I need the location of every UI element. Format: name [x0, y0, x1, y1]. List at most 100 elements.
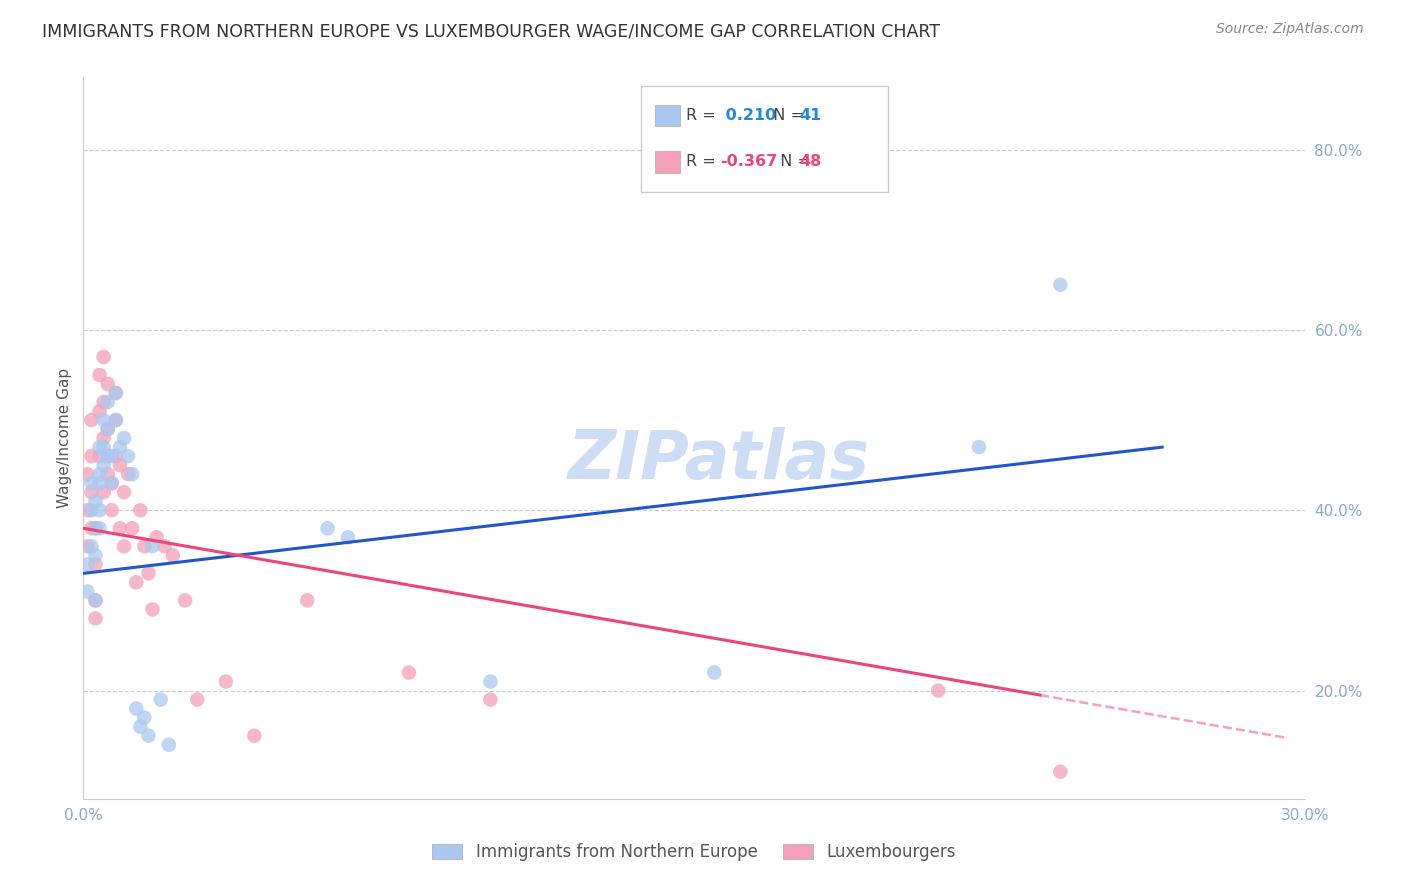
- Point: [174, 593, 197, 607]
- Text: R =: R =: [686, 108, 721, 123]
- Point: [104, 449, 127, 463]
- Text: 48: 48: [800, 154, 823, 169]
- Text: Source: ZipAtlas.com: Source: ZipAtlas.com: [1216, 22, 1364, 37]
- Point: [129, 720, 152, 734]
- Point: [117, 449, 139, 463]
- Point: [121, 521, 143, 535]
- Point: [479, 692, 502, 706]
- Point: [108, 458, 131, 472]
- Point: [89, 521, 111, 535]
- Point: [76, 539, 98, 553]
- Text: IMMIGRANTS FROM NORTHERN EUROPE VS LUXEMBOURGER WAGE/INCOME GAP CORRELATION CHAR: IMMIGRANTS FROM NORTHERN EUROPE VS LUXEM…: [42, 22, 941, 40]
- Point: [80, 485, 103, 500]
- Point: [104, 386, 127, 401]
- Point: [153, 539, 176, 553]
- Point: [80, 521, 103, 535]
- Point: [97, 395, 120, 409]
- Point: [84, 521, 107, 535]
- Point: [141, 602, 163, 616]
- Point: [108, 521, 131, 535]
- Point: [93, 458, 115, 472]
- Point: [80, 449, 103, 463]
- Point: [129, 503, 152, 517]
- Point: [479, 674, 502, 689]
- Point: [162, 549, 184, 563]
- Point: [134, 539, 156, 553]
- Point: [703, 665, 725, 680]
- Point: [89, 467, 111, 482]
- Point: [112, 431, 135, 445]
- Point: [93, 440, 115, 454]
- Point: [1049, 277, 1071, 292]
- Point: [84, 549, 107, 563]
- Point: [84, 558, 107, 572]
- Point: [89, 476, 111, 491]
- Point: [295, 593, 318, 607]
- Text: ZIPatlas: ZIPatlas: [568, 426, 869, 492]
- Point: [84, 611, 107, 625]
- Point: [84, 593, 107, 607]
- Y-axis label: Wage/Income Gap: Wage/Income Gap: [58, 368, 72, 508]
- Point: [93, 350, 115, 364]
- Point: [125, 575, 148, 590]
- Point: [97, 467, 120, 482]
- Point: [186, 692, 208, 706]
- Point: [215, 674, 238, 689]
- Point: [125, 701, 148, 715]
- Point: [927, 683, 949, 698]
- Point: [76, 503, 98, 517]
- Point: [80, 539, 103, 553]
- Point: [101, 476, 124, 491]
- Point: [104, 413, 127, 427]
- Point: [97, 422, 120, 436]
- Point: [336, 530, 359, 544]
- Point: [138, 566, 160, 581]
- Point: [80, 503, 103, 517]
- Point: [121, 467, 143, 482]
- Point: [101, 449, 124, 463]
- Point: [101, 476, 124, 491]
- Point: [93, 485, 115, 500]
- Point: [1049, 764, 1071, 779]
- Point: [967, 440, 990, 454]
- Text: -0.367: -0.367: [720, 154, 778, 169]
- Point: [89, 440, 111, 454]
- Point: [84, 494, 107, 508]
- Text: 41: 41: [800, 108, 823, 123]
- Point: [84, 593, 107, 607]
- Text: R =: R =: [686, 154, 721, 169]
- Point: [89, 368, 111, 382]
- Point: [84, 521, 107, 535]
- Point: [97, 422, 120, 436]
- Point: [145, 530, 167, 544]
- Point: [89, 404, 111, 418]
- Point: [104, 386, 127, 401]
- Point: [141, 539, 163, 553]
- Point: [108, 440, 131, 454]
- Point: [93, 413, 115, 427]
- Point: [80, 476, 103, 491]
- Point: [243, 729, 266, 743]
- Point: [149, 692, 172, 706]
- Point: [157, 738, 180, 752]
- Point: [80, 413, 103, 427]
- Point: [76, 558, 98, 572]
- Point: [76, 467, 98, 482]
- Point: [76, 584, 98, 599]
- Text: N =: N =: [763, 108, 810, 123]
- Point: [104, 413, 127, 427]
- Point: [93, 395, 115, 409]
- Point: [117, 467, 139, 482]
- Point: [89, 503, 111, 517]
- Point: [97, 449, 120, 463]
- Point: [89, 449, 111, 463]
- Point: [316, 521, 339, 535]
- Text: N =: N =: [770, 154, 817, 169]
- Point: [97, 376, 120, 391]
- Text: 0.210: 0.210: [720, 108, 776, 123]
- Point: [101, 503, 124, 517]
- Point: [398, 665, 420, 680]
- Point: [93, 431, 115, 445]
- Point: [112, 485, 135, 500]
- Point: [112, 539, 135, 553]
